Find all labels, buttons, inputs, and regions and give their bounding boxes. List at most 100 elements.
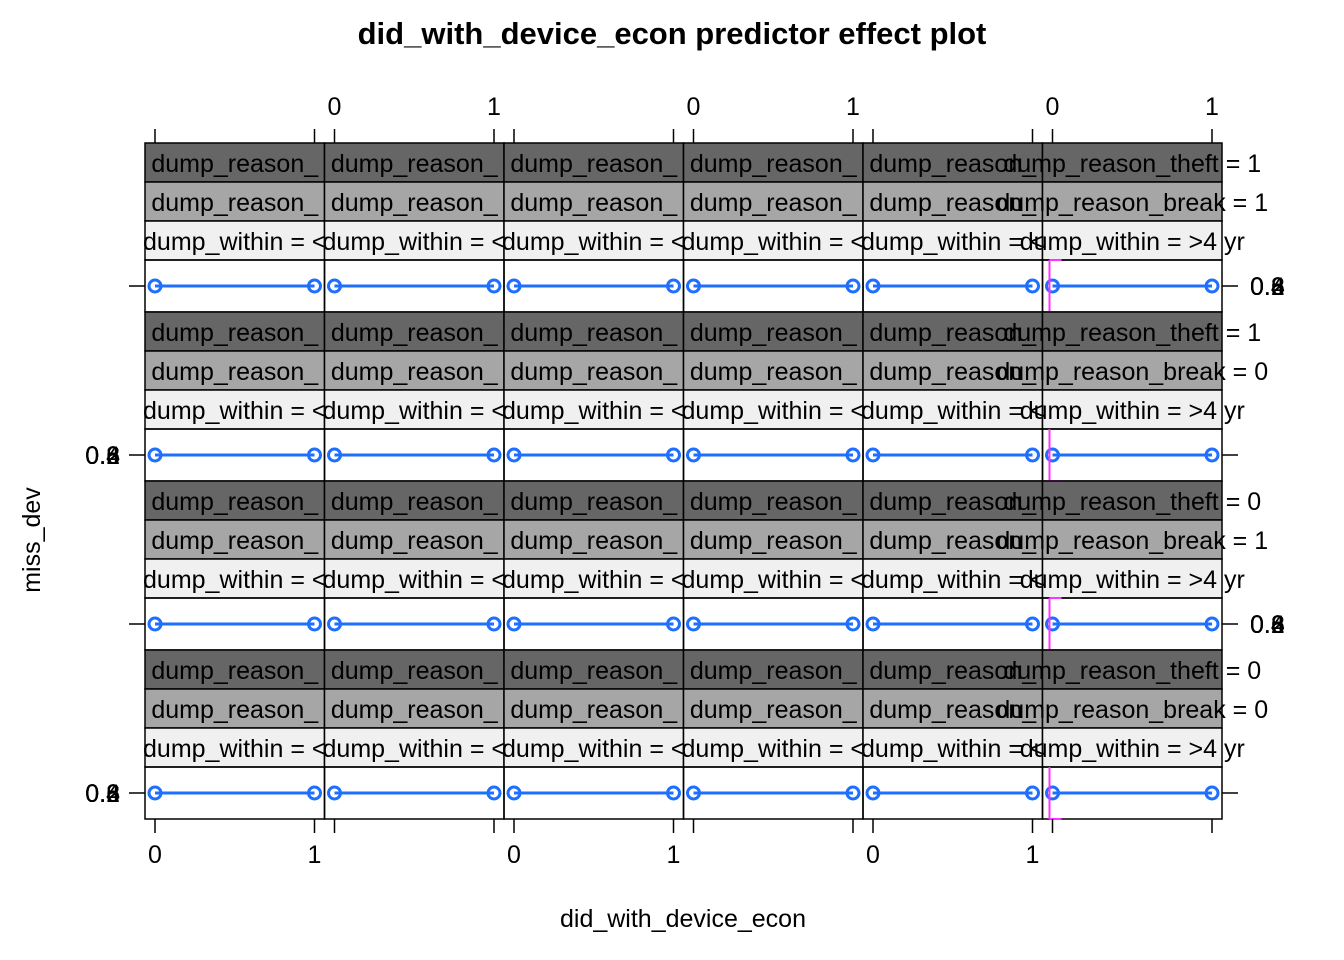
strip-break-label: dump_reason_	[510, 527, 678, 555]
strip-within-label: dump_within = <	[861, 566, 1044, 594]
strip-break-label: dump_reason_	[331, 527, 499, 555]
strip-theft-label: dump_reason_	[869, 488, 1037, 516]
strip-theft-bg	[1041, 480, 1223, 521]
y-tick-label: 0.4	[85, 442, 120, 470]
strip-theft-bg	[503, 649, 685, 690]
y-axis-label: miss_dev	[18, 487, 46, 593]
strip-within-label: dump_within = <	[323, 228, 506, 256]
effect-point	[686, 785, 701, 801]
y-tick-label: 0.6	[85, 780, 120, 808]
x-tick-label-bottom: 0	[507, 841, 521, 869]
strip-theft-label: dump_reason_theft = 0	[1003, 488, 1261, 516]
strip-break-label: dump_reason_	[869, 358, 1037, 386]
strip-within-label: dump_within = >4 yr	[1020, 735, 1245, 763]
strip-theft-label: dump_reason_	[690, 657, 858, 685]
strip-break-bg	[862, 350, 1044, 391]
strip-break-label: dump_reason_break = 0	[996, 358, 1268, 386]
y-tick-label: 0.4	[85, 780, 120, 808]
strip-break-label: dump_reason_	[869, 696, 1037, 724]
strip-within-label: dump_within = <	[682, 735, 865, 763]
x-axis-label: did_with_device_econ	[560, 905, 806, 933]
strip-theft-label: dump_reason_	[510, 657, 678, 685]
strip-break-bg	[862, 181, 1044, 222]
x-tick-label-bottom: 1	[1026, 841, 1040, 869]
effect-point	[1045, 616, 1060, 632]
strip-break-label: dump_reason_	[151, 696, 319, 724]
effect-point	[1045, 785, 1060, 801]
effect-point	[845, 785, 861, 801]
effect-point	[1204, 278, 1220, 294]
strip-theft-bg	[682, 142, 864, 183]
effect-point	[845, 447, 861, 463]
strip-within-label: dump_within = <	[861, 228, 1044, 256]
effect-point	[865, 616, 881, 632]
effect-point	[686, 616, 701, 632]
effect-point	[486, 785, 502, 801]
effect-point	[147, 447, 163, 463]
effect-point	[845, 616, 861, 632]
x-tick-label-top: 0	[1046, 93, 1060, 121]
strip-theft-label: dump_reason_	[510, 319, 678, 347]
effect-point	[666, 616, 681, 632]
effect-point	[307, 785, 322, 801]
x-tick-label-top: 0	[328, 93, 342, 121]
strip-theft-label: dump_reason_	[331, 319, 499, 347]
x-tick-label-top: 0	[687, 93, 701, 121]
effect-point	[506, 447, 522, 463]
y-tick-label: 0.8	[85, 442, 120, 470]
y-tick-label: 0.2	[85, 780, 120, 808]
y-tick-label: 0.2	[1250, 273, 1285, 301]
x-tick-label-top: 1	[487, 93, 501, 121]
y-tick-label: 0.8	[1250, 273, 1285, 301]
strip-break-label: dump_reason_	[331, 189, 499, 217]
y-tick-label: 0.2	[1250, 611, 1285, 639]
effect-point	[486, 616, 502, 632]
strip-break-label: dump_reason_	[690, 696, 858, 724]
strip-break-label: dump_reason_break = 0	[996, 696, 1268, 724]
strip-theft-bg	[144, 480, 326, 521]
strip-within-label: dump_within = >4 yr	[1020, 566, 1245, 594]
effect-point	[1204, 447, 1220, 463]
strip-within-label: dump_within = <	[323, 397, 506, 425]
strip-within-label: dump_within = <	[502, 566, 685, 594]
strip-break-label: dump_reason_	[690, 527, 858, 555]
strip-within-bg	[862, 558, 1044, 599]
effect-point	[666, 278, 681, 294]
strip-within-label: dump_within = <	[323, 566, 506, 594]
effect-point	[865, 785, 881, 801]
strip-break-label: dump_reason_	[151, 358, 319, 386]
strip-break-bg	[1041, 519, 1223, 560]
strip-theft-label: dump_reason_theft = 1	[1003, 150, 1261, 178]
strip-within-bg	[1041, 220, 1223, 261]
effect-point	[327, 785, 342, 801]
effect-point	[1025, 616, 1040, 632]
strip-within-label: dump_within = <	[143, 228, 326, 256]
strip-theft-bg	[144, 649, 326, 690]
strip-within-label: dump_within = <	[861, 735, 1044, 763]
strip-theft-label: dump_reason_	[690, 150, 858, 178]
strip-break-label: dump_reason_	[331, 696, 499, 724]
strip-within-bg	[1041, 558, 1223, 599]
strip-within-bg	[503, 558, 685, 599]
strip-break-bg	[862, 519, 1044, 560]
x-tick-label-bottom: 0	[148, 841, 162, 869]
y-tick-label: 0.4	[1250, 611, 1285, 639]
effect-point	[506, 278, 522, 294]
strip-break-bg	[144, 181, 326, 222]
strip-break-bg	[503, 181, 685, 222]
effect-point	[307, 278, 322, 294]
strip-theft-label: dump_reason_theft = 0	[1003, 657, 1261, 685]
strip-break-label: dump_reason_	[151, 189, 319, 217]
y-tick-label: 0.2	[85, 442, 120, 470]
effect-point	[845, 278, 861, 294]
strip-break-label: dump_reason_	[510, 358, 678, 386]
x-tick-label-top: 1	[846, 93, 860, 121]
strip-break-label: dump_reason_	[869, 189, 1037, 217]
strip-theft-label: dump_reason_	[331, 150, 499, 178]
effect-point	[486, 278, 502, 294]
strip-within-bg	[323, 727, 505, 768]
effect-point	[1204, 616, 1220, 632]
y-tick-label: 0.8	[85, 780, 120, 808]
effect-point	[327, 616, 342, 632]
